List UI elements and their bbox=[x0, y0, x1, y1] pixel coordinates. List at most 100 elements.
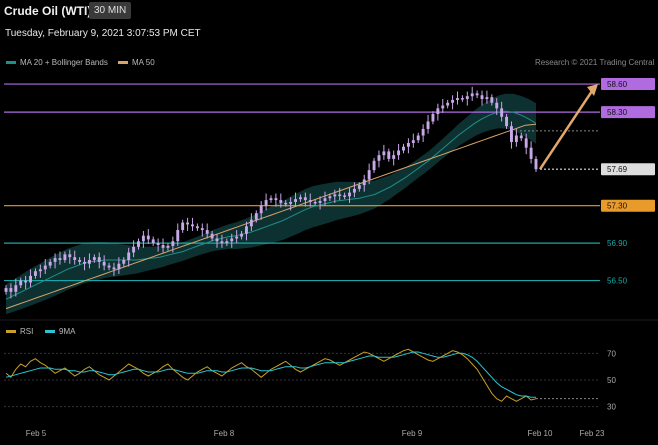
candle-body bbox=[303, 197, 307, 201]
candle-body bbox=[323, 198, 327, 202]
x-tick-feb-9: Feb 9 bbox=[402, 429, 423, 438]
legend-ma50: MA 50 bbox=[118, 58, 155, 67]
candle-body bbox=[151, 239, 155, 244]
candle-body bbox=[313, 201, 317, 204]
rsi-ma-line bbox=[5, 351, 536, 398]
candle-body bbox=[362, 179, 366, 186]
candle-body bbox=[53, 258, 57, 262]
rsi-tick-30: 30 bbox=[607, 403, 616, 412]
candle-body bbox=[279, 200, 283, 203]
candle-body bbox=[38, 269, 42, 272]
target-arrow-head bbox=[587, 84, 598, 97]
timeframe-badge[interactable]: 30 MIN bbox=[89, 2, 132, 19]
x-tick-feb-23: Feb 23 bbox=[580, 429, 605, 438]
candle-body bbox=[431, 113, 435, 122]
candle-body bbox=[225, 241, 229, 244]
rsi-ma-label: 9MA bbox=[59, 327, 76, 336]
bollinger-band-area bbox=[6, 93, 536, 315]
candle-body bbox=[495, 102, 499, 109]
ma20-swatch bbox=[6, 61, 16, 65]
candle-body bbox=[58, 258, 62, 260]
candle-body bbox=[284, 202, 288, 205]
candle-body bbox=[24, 280, 28, 283]
level-label-57.30: 57.30 bbox=[607, 202, 628, 211]
candle-body bbox=[249, 219, 253, 227]
candle-body bbox=[245, 226, 248, 234]
candle-body bbox=[117, 263, 121, 270]
candles bbox=[4, 86, 538, 299]
candle-body bbox=[235, 236, 239, 239]
candle-body bbox=[132, 246, 136, 253]
candle-body bbox=[490, 97, 494, 103]
candle-body bbox=[524, 138, 528, 148]
candle-body bbox=[29, 275, 32, 283]
candle-body bbox=[465, 96, 469, 100]
candle-body bbox=[318, 201, 322, 203]
level-box-57.69 bbox=[601, 163, 655, 176]
level-label-58.30: 58.30 bbox=[607, 108, 628, 117]
candle-body bbox=[205, 230, 209, 234]
candle-body bbox=[411, 140, 415, 143]
candle-body bbox=[92, 257, 96, 260]
candle-body bbox=[446, 102, 450, 106]
candle-body bbox=[456, 98, 459, 100]
level-lines: 58.60 58.30 57.69 57.30 56.90 56.50 bbox=[4, 78, 655, 286]
candle-body bbox=[240, 233, 244, 237]
candle-body bbox=[426, 121, 430, 129]
candle-body bbox=[14, 285, 18, 292]
candle-body bbox=[73, 257, 77, 260]
level-label-57.69: 57.69 bbox=[607, 165, 628, 174]
candle-body bbox=[107, 265, 111, 268]
candle-body bbox=[171, 241, 175, 246]
candle-body bbox=[343, 195, 347, 197]
target-arrow-shaft bbox=[538, 90, 594, 170]
ma50-line bbox=[5, 123, 537, 310]
candle-body bbox=[480, 95, 484, 100]
candle-body bbox=[333, 194, 337, 197]
rsi-tick-70: 70 bbox=[607, 349, 616, 358]
candle-body bbox=[264, 200, 268, 206]
candle-body bbox=[48, 261, 52, 266]
candle-body bbox=[176, 230, 180, 242]
candle-body bbox=[485, 97, 489, 100]
x-axis: Feb 5 Feb 8 Feb 9 Feb 10 Feb 23 bbox=[26, 429, 605, 438]
candle-body bbox=[156, 243, 160, 246]
candle-body bbox=[289, 201, 293, 204]
rsi-swatch bbox=[6, 330, 16, 334]
rsi-tick-50: 50 bbox=[607, 376, 616, 385]
candle-body bbox=[181, 222, 185, 231]
candle-body bbox=[161, 245, 165, 248]
rsi-label: RSI bbox=[20, 327, 34, 336]
candle-body bbox=[122, 259, 126, 264]
candle-body bbox=[83, 261, 86, 264]
bollinger-bands bbox=[6, 93, 536, 315]
candle-body bbox=[510, 126, 513, 143]
level-label-56.50: 56.50 bbox=[607, 277, 628, 286]
candle-body bbox=[475, 93, 479, 96]
candle-body bbox=[382, 151, 386, 156]
chart-header: Crude Oil (WTI) 30 MIN bbox=[0, 0, 658, 22]
rsi-pane: 70 50 30 bbox=[4, 348, 616, 412]
candle-body bbox=[4, 288, 8, 292]
target-arrow bbox=[538, 84, 598, 170]
credit-text: Research © 2021 Trading Central bbox=[535, 58, 655, 67]
candle-body bbox=[514, 135, 518, 143]
candle-body bbox=[298, 197, 302, 200]
level-box-57.30 bbox=[601, 199, 655, 212]
candle-body bbox=[328, 196, 332, 199]
candle-body bbox=[402, 146, 405, 151]
candle-body bbox=[68, 254, 72, 258]
candle-body bbox=[259, 205, 263, 214]
level-label-56.90: 56.90 bbox=[607, 239, 628, 248]
candle-body bbox=[254, 213, 258, 220]
candle-body bbox=[78, 259, 82, 262]
candle-body bbox=[352, 188, 356, 193]
candle-body bbox=[436, 108, 440, 114]
candle-body bbox=[166, 245, 170, 248]
candle-body bbox=[519, 135, 523, 139]
candle-body bbox=[63, 254, 67, 260]
candle-body bbox=[146, 235, 150, 240]
candle-body bbox=[9, 288, 13, 292]
candle-body bbox=[451, 99, 455, 103]
